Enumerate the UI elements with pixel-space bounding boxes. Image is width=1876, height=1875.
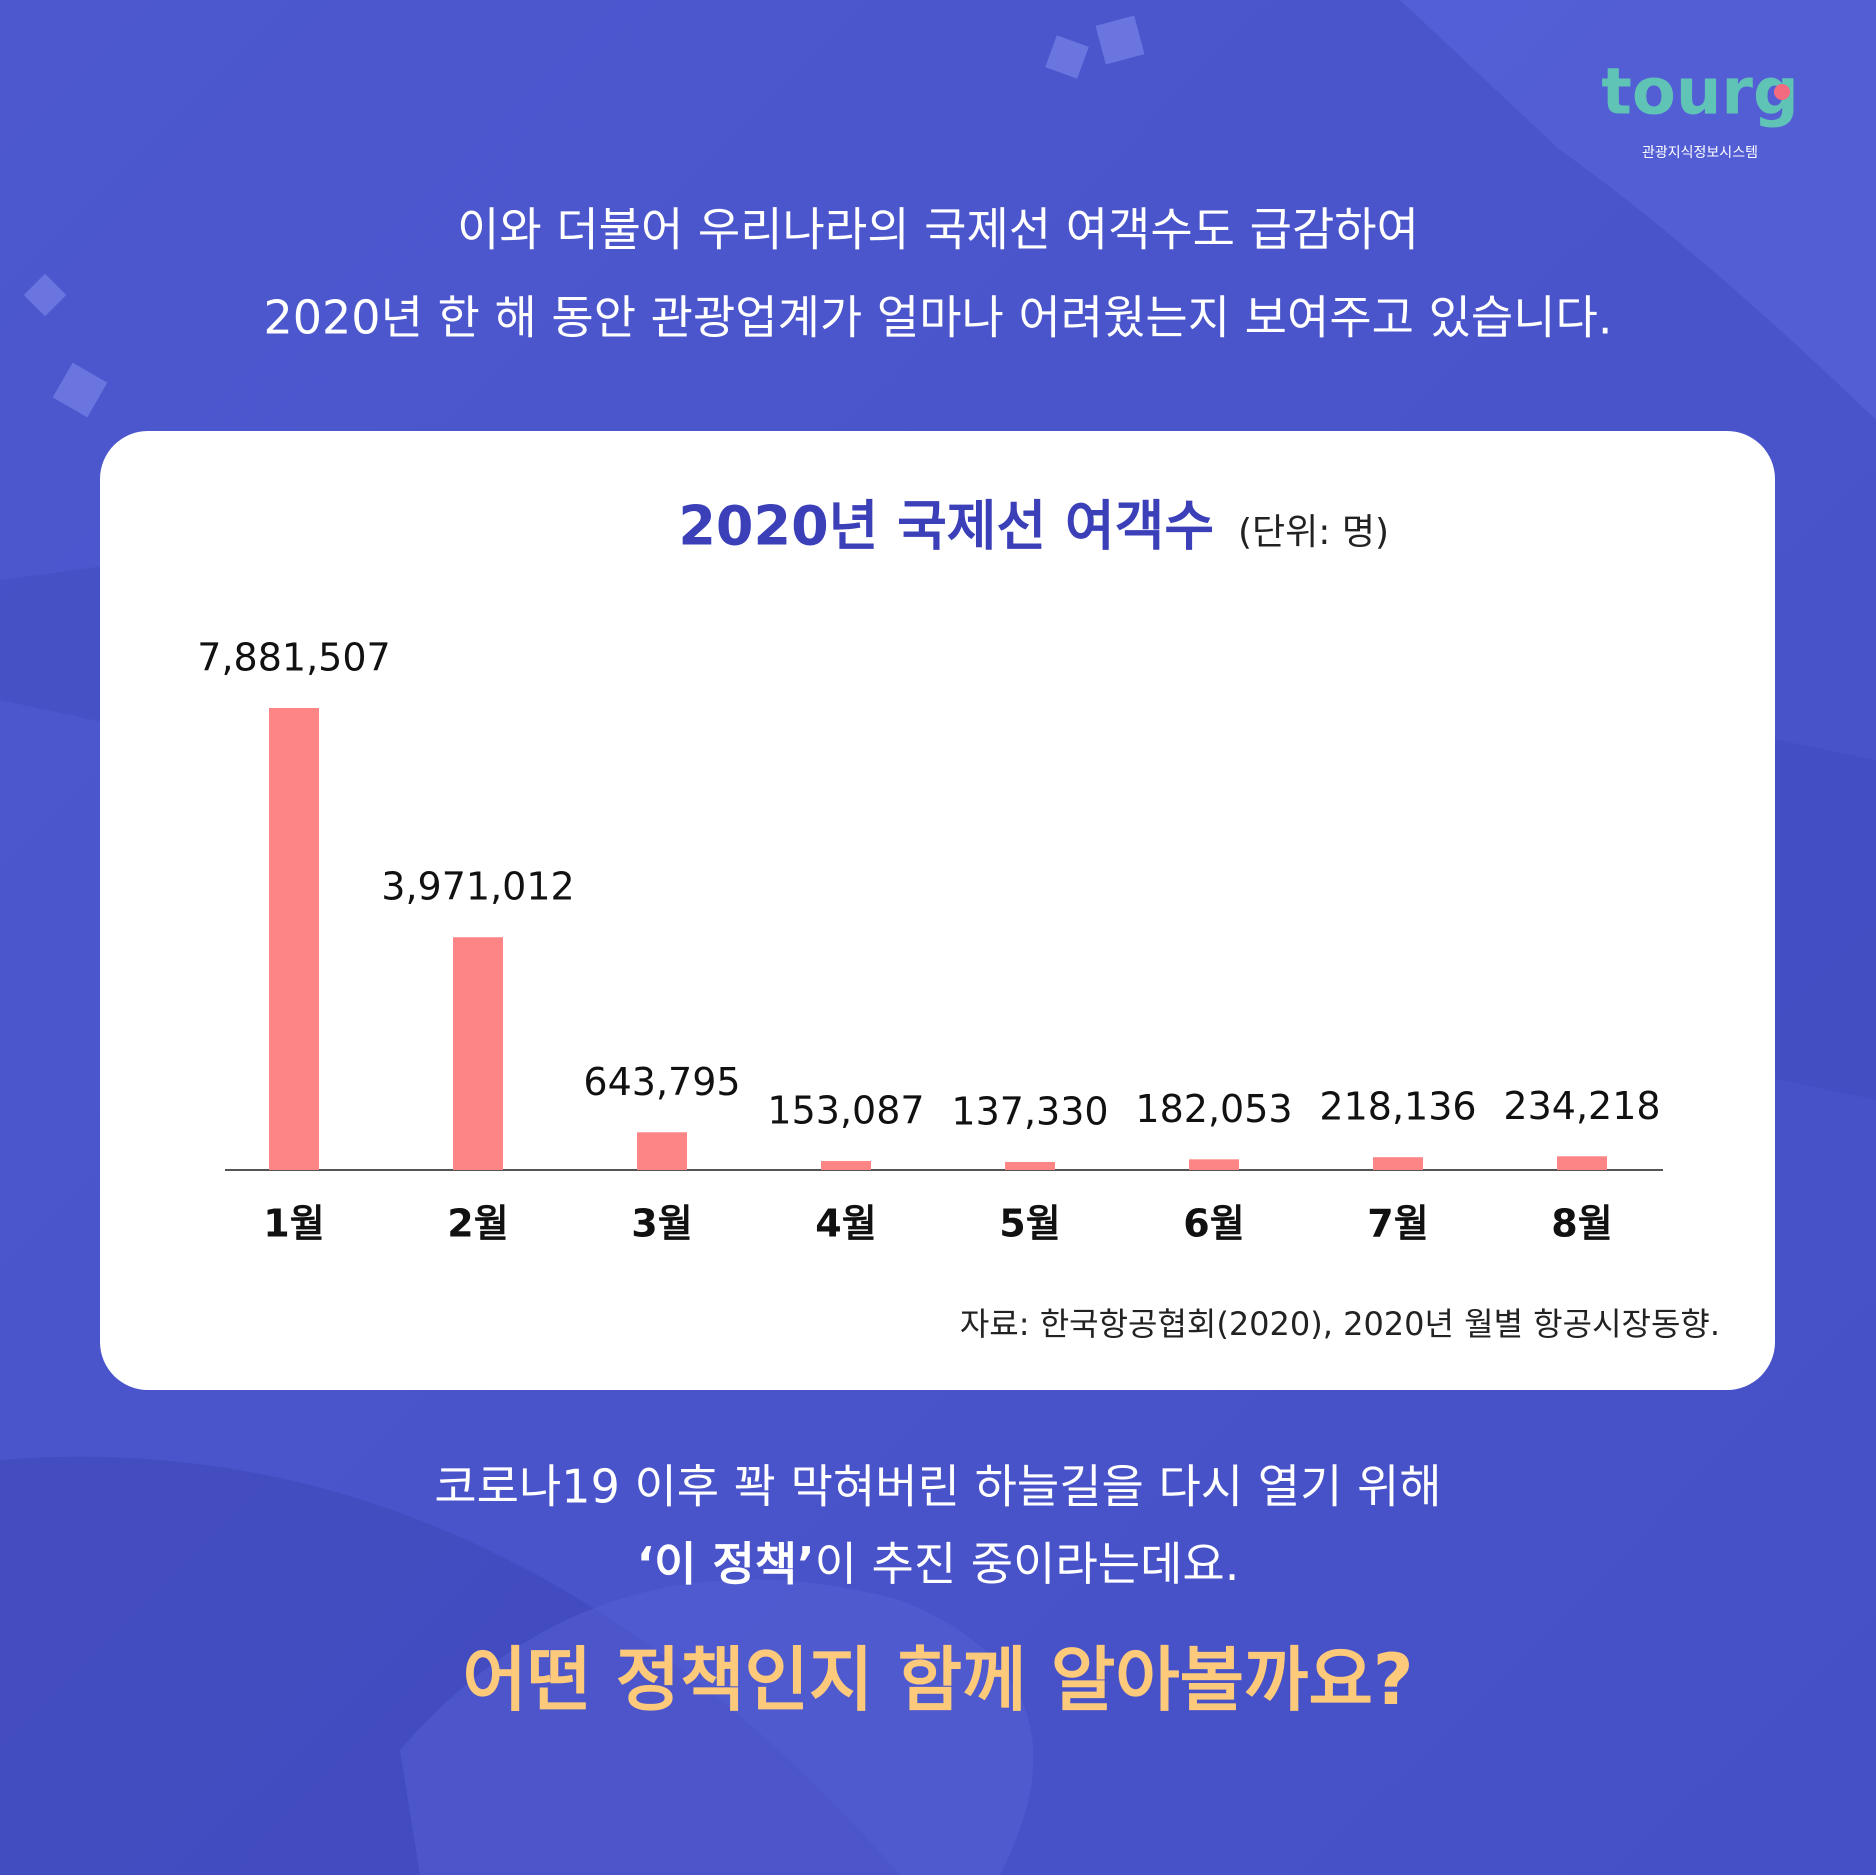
bar xyxy=(1373,1157,1423,1170)
confetti xyxy=(1045,35,1089,79)
confetti xyxy=(52,362,108,418)
chart-subtitle: (단위: 명) xyxy=(1238,512,1389,553)
x-tick-label: 8월 xyxy=(1551,1202,1612,1246)
outro-rest: 이 추진 중이라는데요. xyxy=(815,1537,1240,1591)
outro-line: ‘이 정책’이 추진 중이라는데요. xyxy=(637,1537,1240,1591)
intro-line: 2020년 한 해 동안 관광업계가 얼마나 어려웠는지 보여주고 있습니다. xyxy=(264,291,1613,345)
bar xyxy=(1557,1156,1607,1170)
outro-line: 코로나19 이후 꽉 막혀버린 하늘길을 다시 열기 위해 xyxy=(434,1460,1441,1514)
chart: 2020년 국제선 여객수 (단위: 명) 자료: 한국항공협회(2020), … xyxy=(197,495,1720,1343)
chart-source: 자료: 한국항공협회(2020), 2020년 월별 항공시장동향. xyxy=(960,1305,1720,1343)
confetti xyxy=(1095,15,1145,65)
intro-line: 이와 더불어 우리나라의 국제선 여객수도 급감하여 xyxy=(457,203,1419,257)
bar xyxy=(453,937,503,1170)
value-label: 153,087 xyxy=(767,1089,924,1133)
logo-subtitle: 관광지식정보시스템 xyxy=(1642,145,1758,161)
bg-shape xyxy=(400,1579,1034,1875)
bar xyxy=(637,1132,687,1170)
value-label: 234,218 xyxy=(1503,1084,1660,1128)
headline: 어떤 정책인지 함께 알아볼까요? xyxy=(463,1639,1414,1721)
x-tick-label: 6월 xyxy=(1183,1202,1244,1246)
bg-shape xyxy=(0,1456,900,1875)
x-tick-label: 4월 xyxy=(815,1202,876,1246)
x-tick-label: 5월 xyxy=(999,1202,1060,1246)
outro-emphasis: ‘이 정책’ xyxy=(637,1537,815,1591)
logo-brand: tourg xyxy=(1601,56,1799,130)
x-tick-label: 3월 xyxy=(631,1202,692,1246)
bar xyxy=(269,708,319,1170)
bar xyxy=(1189,1159,1239,1170)
x-tick-label: 2월 xyxy=(447,1202,508,1246)
logo-pin xyxy=(1774,84,1790,100)
x-tick-label: 1월 xyxy=(263,1202,324,1246)
value-label: 3,971,012 xyxy=(381,865,574,909)
chart-title: 2020년 국제선 여객수 xyxy=(678,495,1214,558)
value-label: 643,795 xyxy=(583,1060,740,1104)
x-tick-label: 7월 xyxy=(1367,1202,1428,1246)
value-label: 137,330 xyxy=(951,1089,1108,1133)
chart-card xyxy=(100,431,1775,1390)
bar xyxy=(821,1161,871,1170)
value-label: 7,881,507 xyxy=(197,636,390,680)
bg-shape xyxy=(1400,0,1876,420)
bar xyxy=(1005,1161,1055,1170)
value-label: 218,136 xyxy=(1319,1085,1476,1129)
value-label: 182,053 xyxy=(1135,1087,1292,1131)
confetti xyxy=(23,273,67,317)
